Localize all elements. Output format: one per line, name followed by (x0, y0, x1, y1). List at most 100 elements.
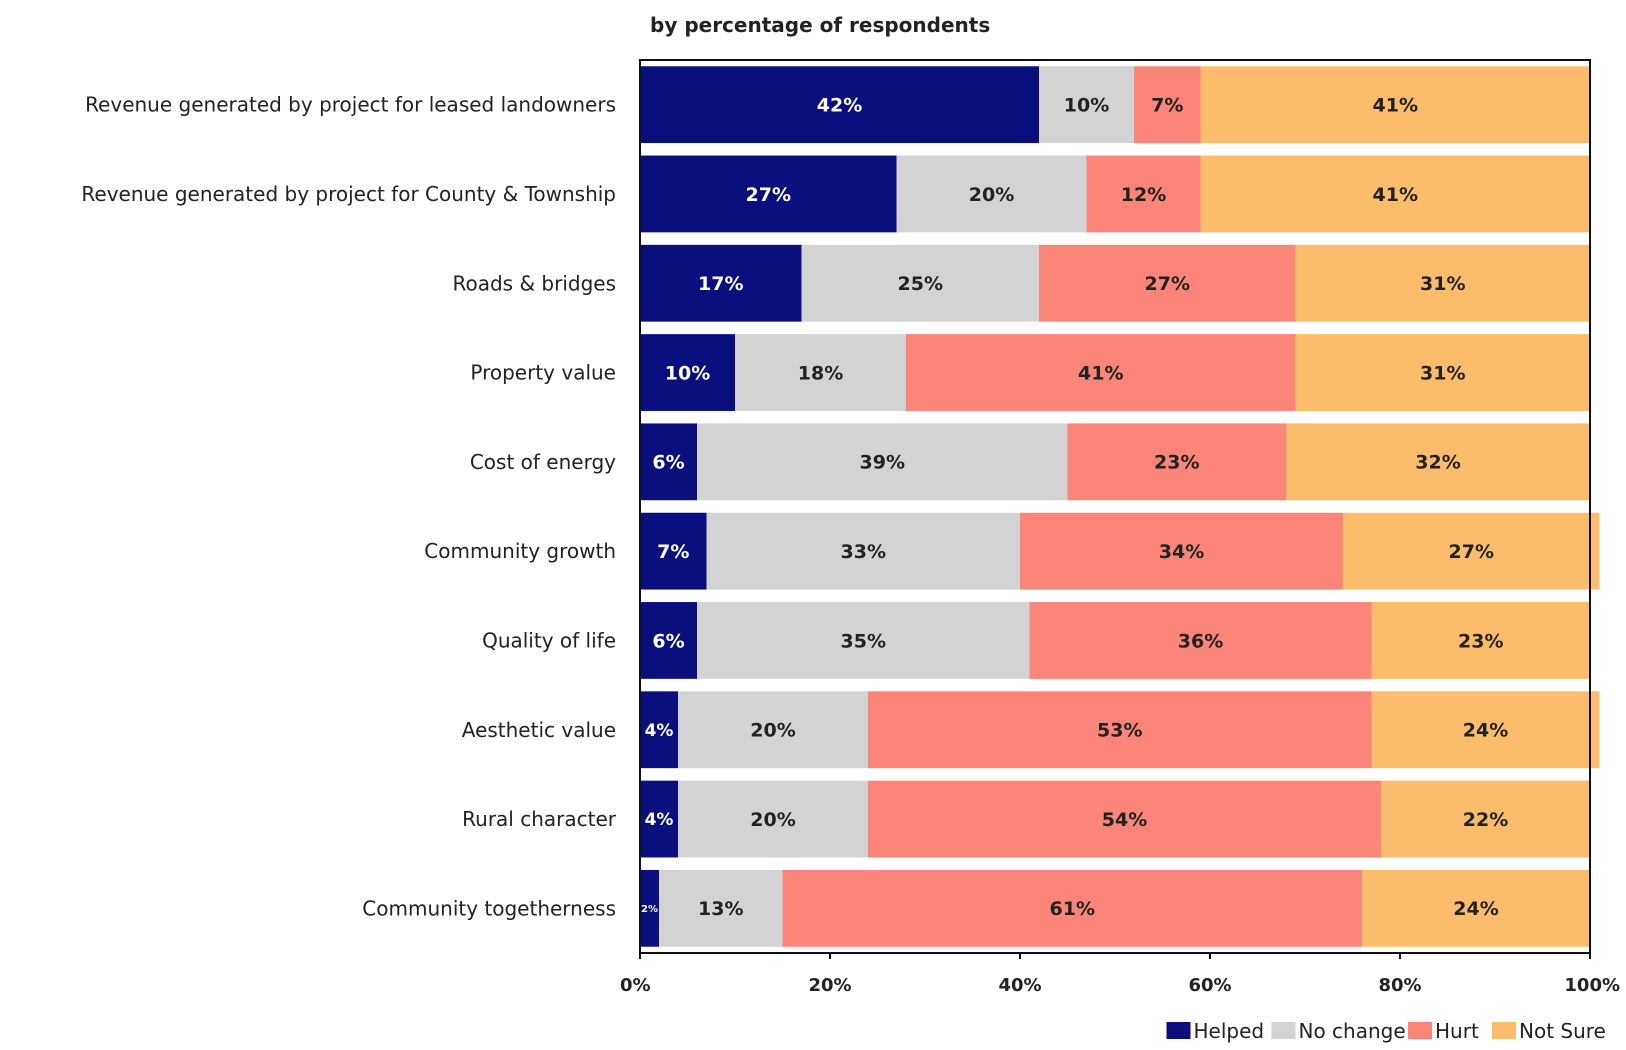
category-label: Aesthetic value (462, 718, 616, 742)
legend-swatch-helped (1166, 1022, 1191, 1039)
data-label: 27% (1145, 273, 1190, 295)
data-label: 12% (1121, 184, 1166, 206)
category-label: Community growth (424, 539, 616, 563)
legend-label-helped: Helped (1194, 1019, 1265, 1043)
data-label: 24% (1453, 898, 1498, 920)
data-label: 31% (1420, 362, 1465, 384)
legend-label-hurt: Hurt (1435, 1019, 1479, 1043)
bar-hurt-1 (1086, 155, 1201, 233)
x-tick-label: 20% (808, 975, 851, 996)
data-label: 18% (798, 362, 843, 384)
x-tick-label: 80% (1378, 975, 1421, 996)
category-label: Quality of life (482, 628, 616, 652)
bar-no-change-6 (697, 602, 1030, 679)
data-label: 25% (898, 273, 943, 295)
bar-helped-9 (640, 869, 659, 947)
bar-no-change-4 (697, 423, 1068, 501)
x-tick-label: 60% (1188, 975, 1231, 996)
category-label: Cost of energy (470, 450, 616, 474)
bar-no-change-7 (678, 691, 868, 769)
data-label: 10% (665, 362, 710, 384)
bar-hurt-6 (1029, 602, 1372, 679)
data-label: 20% (750, 720, 795, 742)
bar-no-change-0 (1039, 66, 1134, 144)
data-label: 35% (841, 630, 886, 652)
chart-subtitle: by percentage of respondents (650, 13, 990, 37)
data-label: 36% (1178, 630, 1223, 652)
bar-helped-7 (640, 691, 678, 769)
x-tick-label: 40% (998, 975, 1041, 996)
data-label: 23% (1154, 452, 1199, 474)
bar-hurt-3 (906, 334, 1296, 411)
category-label: Property value (470, 361, 616, 385)
data-label: 41% (1373, 184, 1418, 206)
bar-not-sure-8 (1381, 780, 1590, 858)
category-label: Community togetherness (362, 896, 616, 920)
category-label: Roads & bridges (452, 271, 616, 295)
data-label: 2% (641, 904, 658, 915)
bar-hurt-7 (868, 691, 1372, 769)
data-label: 6% (652, 452, 684, 474)
data-label: 54% (1102, 809, 1147, 831)
bar-hurt-0 (1134, 66, 1201, 144)
data-label: 27% (746, 184, 791, 206)
bar-not-sure-5 (1343, 512, 1600, 590)
bars-layer: 42% 10% 7% 41% 27% 20% 12% 41% 17% 25% 27% 31% 10% 18… (640, 66, 1600, 947)
data-label: 7% (1151, 94, 1183, 116)
data-label: 41% (1078, 362, 1123, 384)
data-label: 4% (645, 810, 674, 830)
category-label: Rural character (462, 807, 617, 831)
x-tick-label: 100% (1564, 975, 1620, 996)
bar-hurt-8 (868, 780, 1381, 858)
bar-no-change-3 (735, 334, 906, 411)
data-label: 17% (698, 273, 743, 295)
bar-not-sure-1 (1200, 155, 1590, 233)
bar-not-sure-9 (1362, 869, 1590, 947)
bar-no-change-5 (706, 512, 1020, 590)
bar-not-sure-2 (1295, 244, 1590, 322)
bar-not-sure-3 (1295, 334, 1590, 411)
data-label: 13% (698, 898, 743, 920)
data-label: 32% (1415, 452, 1460, 474)
bar-no-change-8 (678, 780, 868, 858)
bar-helped-4 (640, 423, 697, 501)
bar-hurt-5 (1020, 512, 1343, 590)
bar-no-change-9 (659, 869, 783, 947)
data-label: 6% (652, 630, 684, 652)
data-label: 41% (1373, 94, 1418, 116)
data-label: 31% (1420, 273, 1465, 295)
bar-not-sure-6 (1371, 602, 1590, 679)
data-label: 61% (1050, 898, 1095, 920)
data-label: 22% (1463, 809, 1508, 831)
bar-not-sure-7 (1371, 691, 1600, 769)
category-label: Revenue generated by project for County … (81, 182, 616, 206)
bar-hurt-2 (1039, 244, 1296, 322)
data-label: 20% (750, 809, 795, 831)
legend: Helped No change Hurt Not Sure (1166, 1019, 1606, 1043)
x-axis: 0% 20% 40% 60% 80% 100% (620, 953, 1620, 996)
category-labels: Revenue generated by project for leased … (81, 93, 616, 921)
legend-swatch-hurt (1408, 1022, 1432, 1039)
bar-no-change-1 (896, 155, 1087, 233)
bar-no-change-2 (801, 244, 1039, 322)
data-label: 23% (1458, 630, 1503, 652)
legend-label-not-sure: Not Sure (1519, 1019, 1606, 1043)
data-label: 27% (1449, 541, 1494, 563)
data-label: 33% (841, 541, 886, 563)
bar-helped-8 (640, 780, 678, 858)
data-label: 34% (1159, 541, 1204, 563)
data-label: 53% (1097, 720, 1142, 742)
bar-helped-6 (640, 602, 697, 679)
bar-helped-5 (640, 512, 707, 590)
data-label: 39% (860, 452, 905, 474)
data-label: 10% (1064, 94, 1109, 116)
data-label: 24% (1463, 720, 1508, 742)
data-label: 20% (969, 184, 1014, 206)
bar-hurt-9 (782, 869, 1362, 947)
bar-helped-2 (640, 244, 802, 322)
category-label: Revenue generated by project for leased … (85, 93, 616, 117)
plot-frame (639, 59, 1591, 954)
legend-swatch-not-sure (1492, 1022, 1516, 1039)
